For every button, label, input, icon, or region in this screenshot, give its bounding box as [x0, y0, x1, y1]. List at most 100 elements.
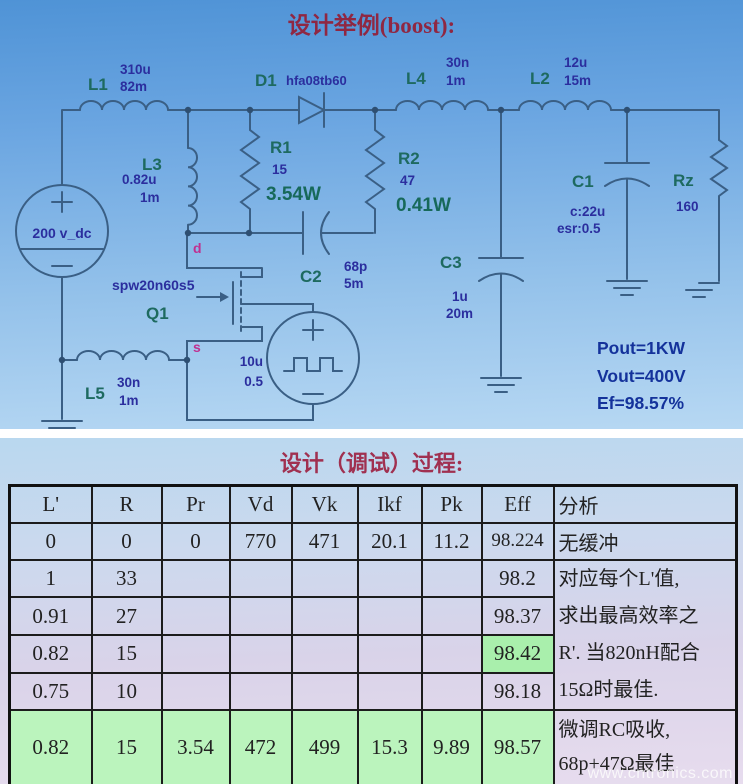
cell: 0 — [8, 521, 93, 561]
value-L2-2: 15m — [564, 73, 591, 88]
slide-circuit: L1 310u 82m D1 hfa08tb60 L4 30n 1m L2 12… — [0, 0, 743, 429]
node-label-d: d — [193, 240, 202, 256]
value-C2-1: 68p — [344, 259, 367, 274]
cell-analysis: 无缓冲 — [552, 521, 738, 561]
cell: 15.3 — [356, 708, 423, 784]
cell — [356, 671, 423, 711]
cell: 27 — [90, 596, 163, 636]
value-R2: 47 — [400, 173, 415, 188]
cell: 15 — [90, 634, 163, 674]
table-header-row: L' R Pr Vd Vk Ikf Pk Eff 分析 — [8, 484, 738, 524]
result-efficiency: Ef=98.57% — [597, 393, 685, 413]
analysis-line: 对应每个L'值, — [558, 567, 680, 590]
analysis-line: 求出最高效率之 — [558, 604, 699, 627]
value-R1: 15 — [272, 162, 288, 177]
value-L4-2: 1m — [446, 73, 466, 88]
cell — [290, 596, 359, 636]
cell — [228, 558, 293, 599]
cell — [420, 596, 483, 636]
cell-eff: 98.2 — [480, 558, 555, 599]
cell — [160, 671, 231, 711]
label-L1: L1 — [88, 75, 108, 94]
cell — [420, 671, 483, 711]
value-C2-2: 5m — [344, 276, 364, 291]
analysis-line: 68p+47Ω最佳 — [558, 753, 675, 776]
cell-analysis-merged: 对应每个L'值, 求出最高效率之 R'. 当820nH配合 15Ω时最佳. — [552, 558, 738, 711]
col-header-analysis: 分析 — [552, 484, 738, 524]
label-R1: R1 — [270, 138, 292, 157]
cell: 11.2 — [420, 521, 483, 561]
label-L3: L3 — [142, 155, 162, 174]
cell — [290, 558, 359, 599]
part-Q1: spw20n60s5 — [112, 277, 195, 293]
label-Rz: Rz — [673, 171, 694, 190]
value-L4-1: 30n — [446, 55, 469, 70]
cell: 0 — [160, 521, 231, 561]
cell — [160, 558, 231, 599]
label-D1: D1 — [255, 71, 277, 90]
gate-arrow-icon — [220, 292, 229, 302]
label-C3: C3 — [440, 253, 462, 272]
table-row: 1 33 98.2 对应每个L'值, 求出最高效率之 R'. 当820nH配合 … — [8, 558, 738, 711]
table-row-final: 0.82 15 3.54 472 499 15.3 9.89 98.57 微调R… — [8, 708, 738, 784]
cell-eff: 98.37 — [480, 596, 555, 636]
cell: 33 — [90, 558, 163, 599]
cell: 9.89 — [420, 708, 483, 784]
cell: 10 — [90, 671, 163, 711]
cell: 471 — [290, 521, 359, 561]
slide-separator — [0, 429, 743, 438]
table-row: 0.82 15 98.42 — [8, 634, 737, 674]
cell — [160, 634, 231, 674]
result-vout: Vout=400V — [597, 366, 686, 386]
cell: 15 — [90, 708, 163, 784]
col-header-lprime: L' — [8, 484, 93, 524]
cell: 0.75 — [8, 671, 93, 711]
value-L5-2: 1m — [119, 393, 139, 408]
col-header-pr: Pr — [160, 484, 231, 524]
part-D1: hfa08tb60 — [286, 73, 347, 88]
label-C2: C2 — [300, 267, 322, 286]
label-R2: R2 — [398, 149, 420, 168]
slide2-title: 设计（调试）过程: — [279, 451, 464, 476]
cell — [356, 596, 423, 636]
cell — [228, 671, 293, 711]
col-header-vd: Vd — [228, 484, 293, 524]
label-L4: L4 — [406, 69, 426, 88]
cell: 770 — [228, 521, 293, 561]
value-C3-2: 20m — [446, 306, 473, 321]
cell: 0 — [90, 521, 163, 561]
slide-table: 设计（调试）过程: L' R Pr Vd Vk Ikf Pk Eff 分析 0 … — [0, 438, 743, 784]
cell — [290, 671, 359, 711]
slide1-title: 设计举例(boost): — [287, 13, 456, 38]
power-R2: 0.41W — [396, 195, 451, 216]
table-row: 0.75 10 98.18 — [8, 671, 737, 711]
col-header-pk: Pk — [420, 484, 483, 524]
cell: 3.54 — [160, 708, 231, 784]
value-C1-1: c:22u — [570, 204, 605, 219]
watermark: www.cntronics.com — [587, 765, 733, 782]
cell — [420, 634, 483, 674]
table-row: 0.91 27 98.37 — [8, 596, 737, 636]
value-L5-1: 30n — [117, 375, 140, 390]
col-header-ikf: Ikf — [356, 484, 423, 524]
value-L1-2: 82m — [120, 79, 147, 94]
label-L5: L5 — [85, 384, 105, 403]
col-header-r: R — [90, 484, 163, 524]
cell — [356, 558, 423, 599]
value-C1-2: esr:0.5 — [557, 221, 601, 236]
col-header-vk: Vk — [290, 484, 359, 524]
cell — [420, 558, 483, 599]
cell: 0.82 — [8, 634, 93, 674]
value-Rz: 160 — [676, 199, 699, 214]
node-label-s: s — [193, 339, 201, 355]
cell: 499 — [290, 708, 359, 784]
analysis-line: R'. 当820nH配合 — [558, 641, 700, 664]
cell-analysis-final: 微调RC吸收, 68p+47Ω最佳 www.cntronics.com — [552, 708, 738, 784]
value-L1-1: 310u — [120, 62, 151, 77]
label-L2: L2 — [530, 69, 550, 88]
cell — [290, 634, 359, 674]
cell — [160, 596, 231, 636]
col-header-eff: Eff — [480, 484, 555, 524]
cell: 0.82 — [8, 708, 93, 784]
